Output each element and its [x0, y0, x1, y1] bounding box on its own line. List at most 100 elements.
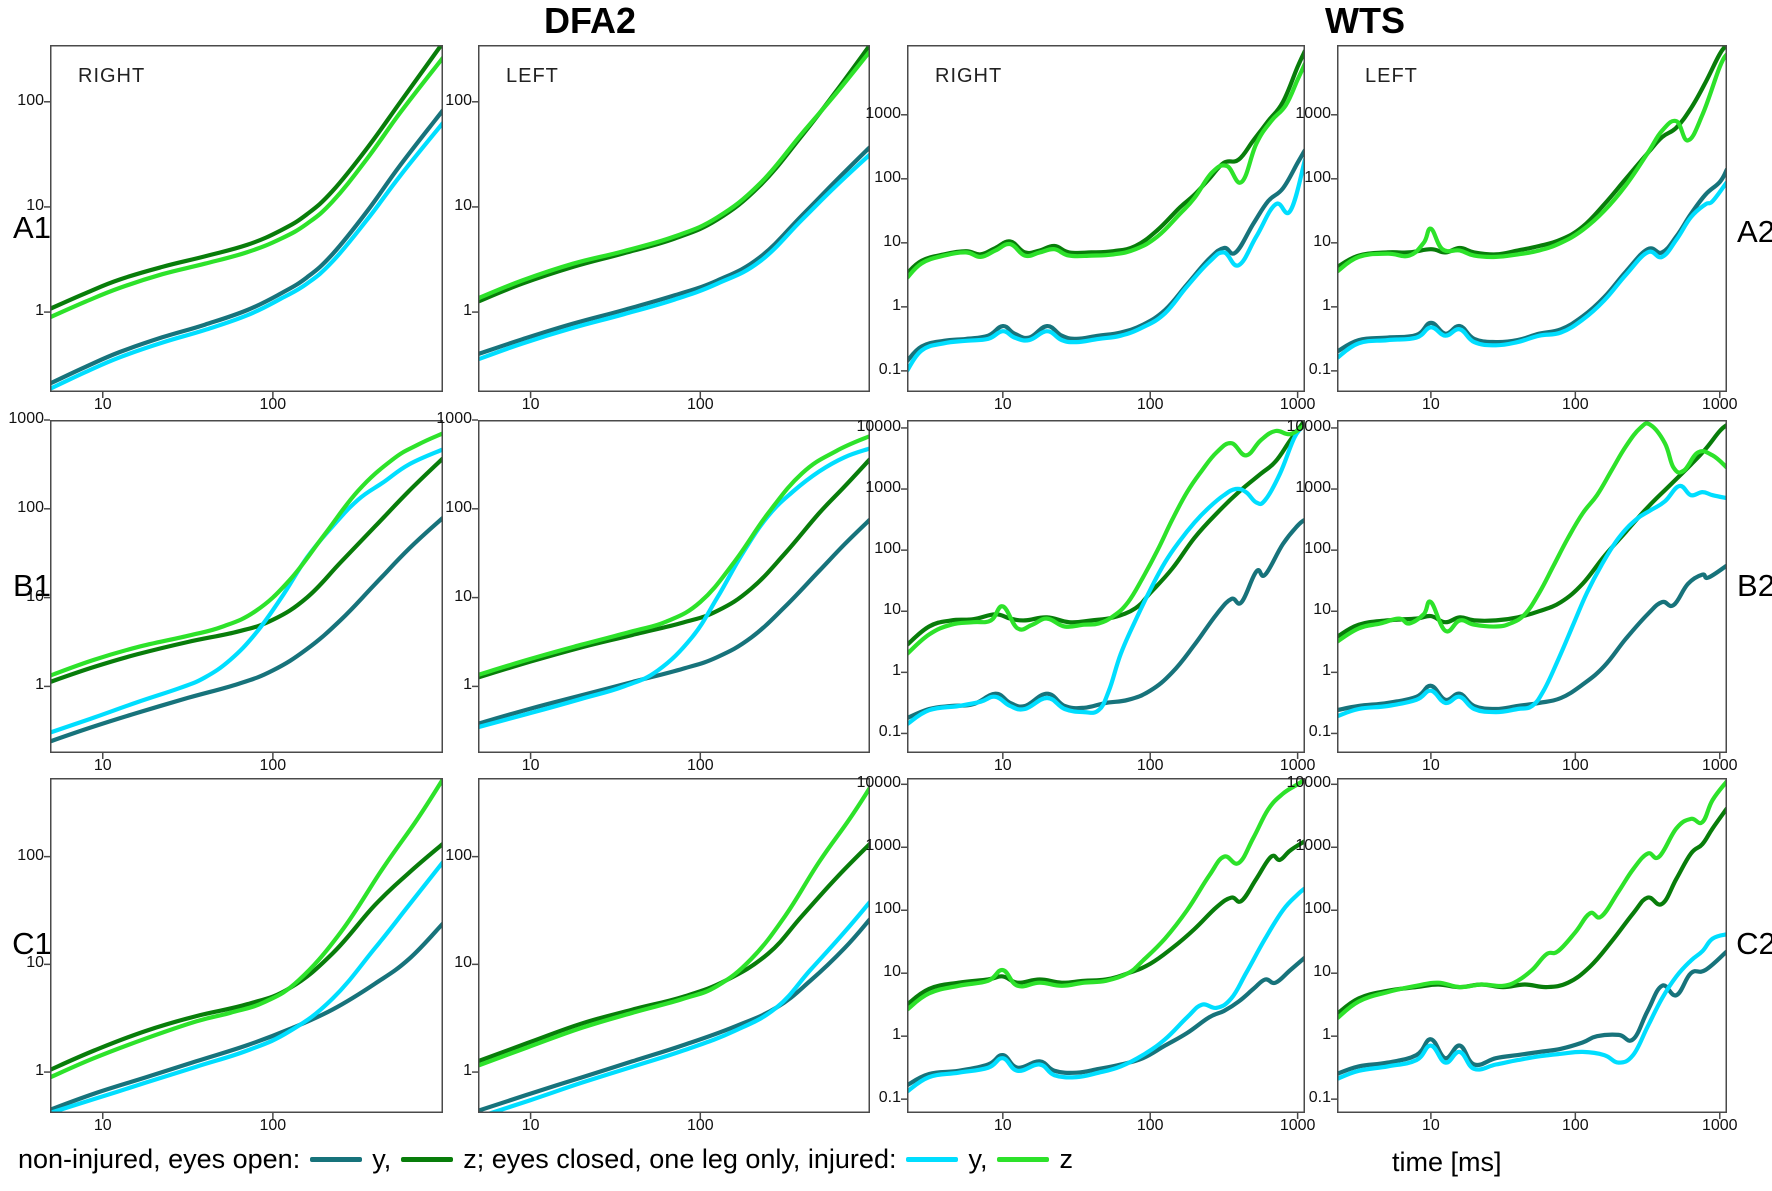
y-tick-label: 1: [463, 676, 472, 694]
x-tick-label: 10: [1421, 396, 1440, 413]
y-tick-label: 10: [1313, 232, 1331, 250]
curve-y_noninjured: [50, 108, 443, 386]
curve-y_injured: [907, 886, 1305, 1094]
panel-border: [50, 45, 443, 392]
y-tick-label: 1: [1322, 1026, 1331, 1044]
legend-y2-label: y,: [968, 1144, 988, 1174]
legend-line-z-noninjured: [401, 1157, 454, 1162]
curve-y_injured: [50, 120, 443, 391]
curve-y_injured: [478, 446, 870, 730]
y-tick-label: 0.1: [878, 360, 901, 378]
y-tick-label: 10: [26, 587, 44, 605]
time-axis-label: time [ms]: [1392, 1147, 1502, 1177]
curve-z_noninjured: [50, 45, 443, 311]
y-tick-label: 1000: [1295, 837, 1331, 855]
legend: non-injured, eyes open: y, z; eyes close…: [18, 1144, 1083, 1175]
panel-wts-a-left: 10 100 1000 0.1 1 10 100 1000 LEFT: [1295, 45, 1738, 413]
y-tick-label: 1000: [8, 410, 44, 427]
x-tick-label: 100: [1561, 396, 1589, 413]
curve-y_noninjured: [478, 917, 870, 1113]
y-tick-label: 10: [883, 601, 901, 619]
curve-y_injured: [1337, 179, 1727, 361]
curve-z_injured: [50, 778, 443, 1080]
curve-z_injured: [50, 431, 443, 678]
plot-area-dfa2-b-right: [44, 419, 443, 759]
y-tick-label: 1000: [1295, 104, 1331, 122]
curve-z_injured: [478, 49, 870, 301]
curve-z_injured: [1337, 51, 1727, 274]
y-tick-label: 1: [1322, 662, 1331, 680]
x-tick-label: 100: [1561, 757, 1589, 774]
x-tick-label: 1000: [1279, 1117, 1316, 1134]
y-tick-label: 100: [445, 846, 472, 864]
x-tick-label: 100: [686, 1117, 714, 1134]
legend-line-z-injured: [997, 1157, 1050, 1162]
panel-wts-c-right: 10 100 1000 0.1 1 10 100 1000 10000: [857, 774, 1316, 1134]
y-tick-label: 1: [463, 302, 472, 320]
x-tick-label: 100: [686, 396, 714, 413]
panel-border: [478, 420, 870, 753]
panel-border: [1337, 778, 1727, 1113]
y-tick-label: 100: [445, 498, 472, 516]
plot-area-wts-c-left: [1331, 778, 1727, 1119]
x-tick-label: 1000: [1701, 396, 1738, 413]
panel-border: [50, 420, 443, 753]
y-tick-label: 10: [1313, 601, 1331, 619]
y-tick-label: 0.1: [878, 1089, 901, 1107]
x-tick-label: 1000: [1279, 757, 1316, 774]
curve-z_injured: [907, 422, 1305, 657]
plot-area-wts-b-right: [901, 420, 1305, 759]
y-tick-label: 10: [454, 587, 472, 605]
x-tick-label: 10: [993, 396, 1012, 413]
curve-z_injured: [1337, 421, 1727, 644]
y-tick-label: 10: [1313, 963, 1331, 981]
plot-area-dfa2-c-right: [44, 778, 443, 1119]
plot-area-wts-a-left: [1331, 45, 1727, 398]
y-tick-label: 1: [1322, 296, 1331, 314]
legend-y1-label: y,: [372, 1144, 392, 1174]
x-tick-label: 10: [93, 396, 112, 413]
curve-z_injured: [1337, 779, 1727, 1021]
row-label-a1: A1: [13, 210, 51, 245]
y-tick-label: 100: [1304, 168, 1331, 186]
panel-dfa2-c-right: 10 100 1 10 100: [17, 778, 443, 1134]
panel-wts-c-left: 10 100 1000 0.1 1 10 100 1000 10000: [1287, 774, 1738, 1134]
corner-label-right: RIGHT: [935, 65, 1003, 87]
x-tick-label: 10: [521, 1117, 540, 1134]
legend-line-y-noninjured: [310, 1157, 363, 1162]
y-tick-label: 1: [35, 1062, 44, 1080]
legend-group2-label: z; eyes closed, one leg only, injured:: [463, 1144, 897, 1174]
curve-y_injured: [1337, 932, 1727, 1082]
plot-area-dfa2-a-left: [472, 45, 870, 398]
y-tick-label: 1: [892, 296, 901, 314]
legend-group1-label: non-injured, eyes open:: [18, 1144, 301, 1174]
y-tick-label: 10: [883, 232, 901, 250]
panel-wts-b-left: 10 100 1000 0.1 1 10 100 1000 10000: [1287, 418, 1738, 774]
x-tick-label: 1000: [1279, 396, 1316, 413]
group-title-dfa2: DFA2: [543, 0, 637, 41]
x-tick-label: 10: [1421, 1117, 1440, 1134]
y-tick-label: 1: [463, 1062, 472, 1080]
curve-y_noninjured: [478, 517, 870, 726]
panel-wts-b-right: 10 100 1000 0.1 1 10 100 1000 10000: [857, 418, 1316, 774]
y-tick-label: 0.1: [878, 723, 901, 741]
x-tick-label: 1000: [1701, 1117, 1738, 1134]
plot-area-wts-a-right: [901, 45, 1305, 398]
y-tick-label: 100: [874, 168, 901, 186]
y-tick-label: 100: [1304, 540, 1331, 558]
y-tick-label: 10: [454, 954, 472, 972]
y-tick-label: 1000: [865, 104, 901, 122]
y-tick-label: 10: [883, 963, 901, 981]
curve-y_injured: [484, 899, 870, 1113]
panel-border: [478, 45, 870, 392]
x-tick-label: 100: [1136, 396, 1164, 413]
x-tick-label: 100: [1136, 1117, 1164, 1134]
panel-dfa2-b-right: 10 100 1 10 100 1000: [8, 410, 443, 774]
panel-border: [1337, 45, 1727, 392]
x-tick-label: 10: [93, 1117, 112, 1134]
y-tick-label: 100: [17, 498, 44, 516]
plot-area-dfa2-c-left: [472, 778, 870, 1119]
panel-dfa2-b-left: 10 100 1 10 100 1000: [436, 410, 870, 774]
curve-y_noninjured: [1337, 563, 1727, 713]
